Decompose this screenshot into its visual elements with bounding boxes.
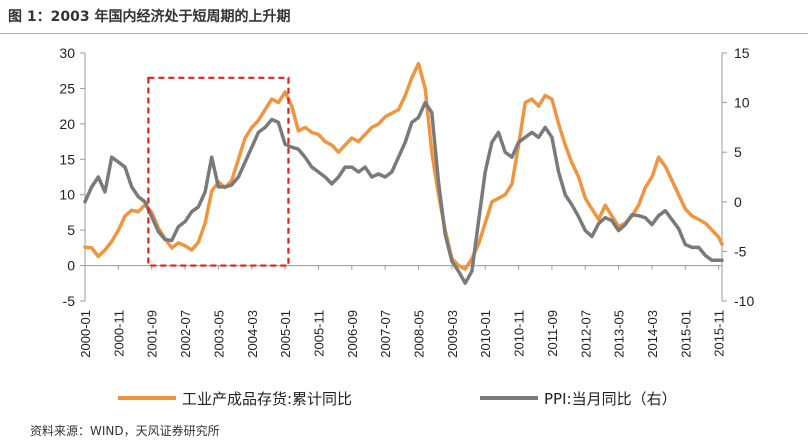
left-tick-label: 30 (59, 45, 75, 61)
left-tick-label: 15 (59, 151, 75, 167)
x-tick-label: 2010-11 (512, 310, 527, 357)
source-note: 资料来源：WIND，天风证券研究所 (30, 424, 220, 438)
chart-axes: 30 25 20 15 10 5 0 -5 15 10 5 0 -5 -10 2000-01 2000-11 2… (59, 45, 754, 358)
x-tick-label: 2001-09 (145, 310, 160, 358)
left-tick-label: 5 (67, 222, 75, 238)
x-tick-label: 2015-01 (678, 310, 693, 358)
series-line-inventory (83, 61, 724, 271)
right-tick-label: 10 (734, 95, 750, 111)
right-tick-label: 15 (734, 45, 750, 61)
x-tick-label: 2015-11 (712, 310, 727, 357)
x-tick-label: 2002-07 (178, 310, 193, 358)
x-tick-label: 2006-09 (345, 310, 360, 358)
right-tick-label: -5 (734, 243, 747, 259)
right-tick-label: -10 (734, 293, 754, 309)
legend-label-inventory: 工业产成品存货:累计同比 (182, 390, 352, 408)
x-tick-label: 2003-05 (211, 310, 226, 358)
chart-title: 图 1：2003 年国内经济处于短周期的上升期 (8, 9, 291, 25)
x-tick-label: 2000-11 (111, 310, 126, 357)
x-tick-label: 2009-03 (445, 310, 460, 358)
line-chart: 30 25 20 15 10 5 0 -5 15 10 5 0 -5 -10 2000-01 2000-11 2… (59, 45, 754, 408)
x-tick-label: 2005-11 (311, 310, 326, 357)
legend-label-ppi: PPI:当月同比（右） (544, 390, 677, 408)
left-tick-label: 25 (59, 80, 75, 96)
left-tick-label: 10 (59, 187, 75, 203)
chart-marks (83, 61, 724, 285)
x-tick-label: 2008-05 (412, 310, 427, 358)
right-tick-label: 0 (734, 194, 742, 210)
title-divider (0, 33, 808, 34)
x-tick-label: 2011-09 (545, 310, 560, 357)
highlight-box (147, 76, 290, 267)
left-tick-label: 20 (59, 116, 75, 132)
right-tick-label: 5 (734, 144, 742, 160)
chart-legend: 工业产成品存货:累计同比 PPI:当月同比（右） (118, 390, 677, 408)
x-tick-label: 2007-07 (378, 310, 393, 358)
x-tick-label: 2005-01 (278, 310, 293, 358)
series-line-ppi (83, 100, 724, 285)
left-tick-label: -5 (63, 293, 76, 309)
left-tick-label: 0 (67, 258, 75, 274)
x-tick-label: 2014-03 (645, 310, 660, 358)
x-tick-label: 2000-01 (78, 310, 93, 358)
x-tick-label: 2010-01 (478, 310, 493, 358)
x-tick-label: 2004-03 (245, 310, 260, 358)
x-tick-label: 2013-05 (612, 310, 627, 358)
x-tick-label: 2012-07 (578, 310, 593, 358)
